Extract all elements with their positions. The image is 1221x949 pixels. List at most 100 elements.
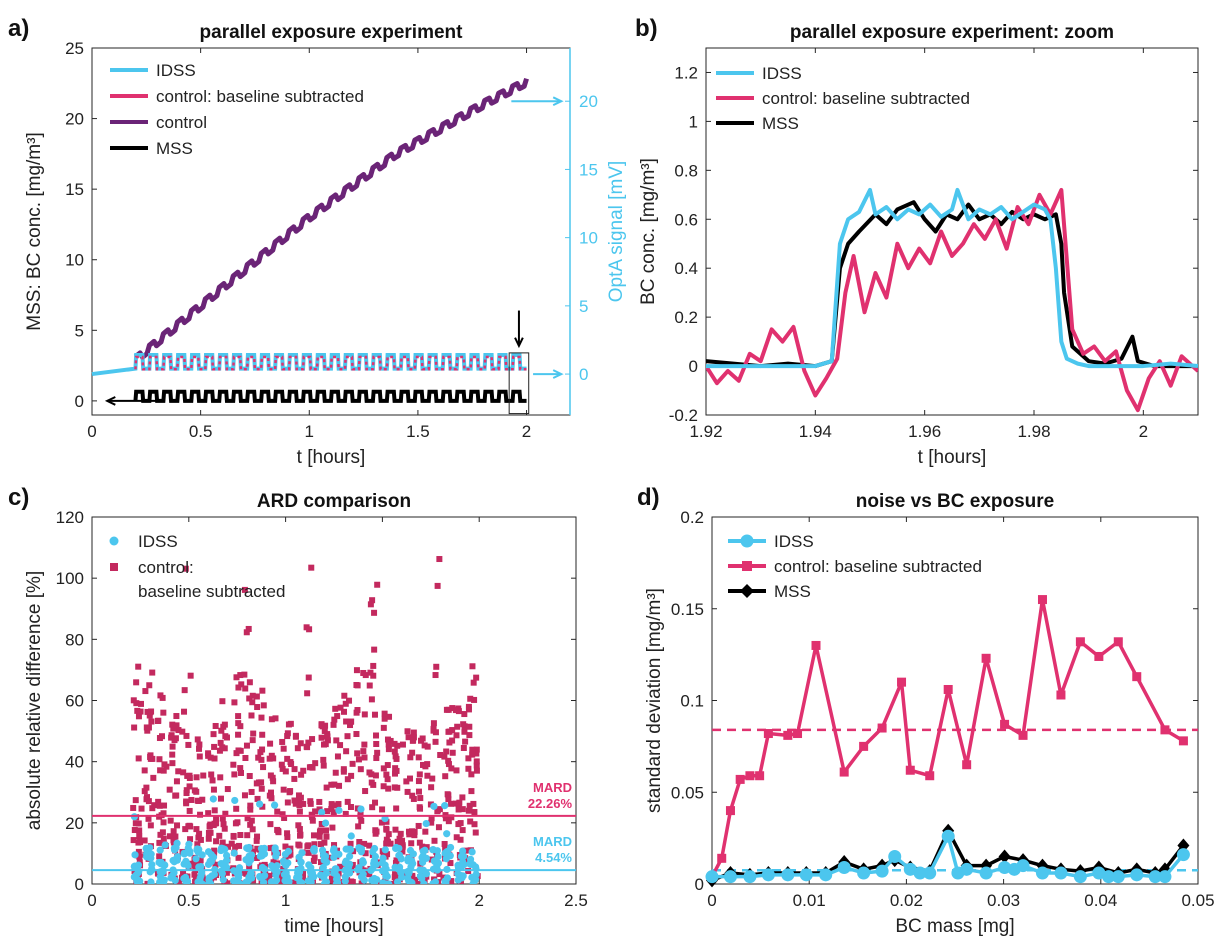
x-tick-label: 1.92 xyxy=(689,422,722,441)
control-marker xyxy=(211,847,218,854)
control-marker xyxy=(135,848,142,855)
control-marker xyxy=(374,749,381,756)
control-marker xyxy=(353,731,360,738)
control-marker xyxy=(340,766,347,773)
control-marker xyxy=(470,800,477,807)
control-marker xyxy=(146,712,153,719)
idss-marker xyxy=(195,863,203,871)
control-marker xyxy=(465,703,472,710)
idss-marker xyxy=(283,879,291,884)
idss-marker xyxy=(335,806,343,815)
control-marker xyxy=(284,733,291,740)
idss-marker xyxy=(419,852,427,860)
control-marker xyxy=(258,714,265,721)
control-marker xyxy=(249,737,256,744)
control-marker xyxy=(416,839,423,846)
control-marker xyxy=(248,788,255,795)
control-marker xyxy=(169,743,176,750)
control-marker xyxy=(246,695,253,702)
control-marker xyxy=(459,794,466,801)
control-marker xyxy=(469,751,476,758)
control-marker xyxy=(415,754,422,761)
idss-marker xyxy=(406,846,415,855)
control-marker xyxy=(406,831,413,838)
control-marker xyxy=(410,729,417,736)
control-marker xyxy=(449,705,456,712)
idss-marker xyxy=(318,846,327,854)
idss-marker xyxy=(418,874,426,883)
x-tick-label: 0.02 xyxy=(890,891,923,910)
y-tick-label: 20 xyxy=(65,814,84,833)
control-marker xyxy=(275,829,282,836)
control-marker xyxy=(196,745,203,752)
control-marker xyxy=(320,762,327,769)
control-marker xyxy=(242,754,249,761)
control-marker xyxy=(317,841,324,848)
point-marker xyxy=(1016,859,1030,873)
y-tick-label: 120 xyxy=(56,508,84,527)
control-marker xyxy=(357,766,364,773)
control-marker xyxy=(354,750,361,757)
control-marker xyxy=(445,757,452,764)
y-tick-label: 80 xyxy=(65,630,84,649)
control-marker xyxy=(235,720,242,727)
control-marker xyxy=(241,586,248,593)
y-tick-label: 0.8 xyxy=(674,161,698,180)
idss-marker xyxy=(332,865,340,873)
control-marker xyxy=(472,829,479,836)
point-marker xyxy=(761,868,775,882)
control-marker xyxy=(268,795,275,802)
point-marker xyxy=(925,771,935,781)
control-marker xyxy=(291,797,298,804)
control-marker xyxy=(323,827,330,834)
control-marker xyxy=(267,740,274,747)
control-marker xyxy=(308,564,315,571)
control-marker xyxy=(200,772,207,779)
control-marker xyxy=(253,780,260,787)
legend-marker xyxy=(109,536,119,546)
control-marker xyxy=(250,730,257,737)
control-marker xyxy=(172,833,179,840)
control-marker xyxy=(310,857,317,864)
control-marker xyxy=(161,761,168,768)
control-marker xyxy=(208,771,215,778)
point-marker xyxy=(1075,637,1085,647)
control-marker xyxy=(279,811,286,818)
idss-marker xyxy=(242,856,250,864)
control-marker xyxy=(448,800,455,807)
point-marker xyxy=(781,868,795,882)
control-marker xyxy=(279,765,286,772)
control-marker xyxy=(346,697,353,704)
control-marker xyxy=(321,839,328,846)
control-marker xyxy=(347,722,354,729)
control-marker xyxy=(212,861,219,868)
control-marker xyxy=(280,786,287,793)
series-line xyxy=(706,187,1198,369)
point-marker xyxy=(1148,870,1162,884)
x-tick-label: 2 xyxy=(1139,422,1148,441)
control-marker xyxy=(373,755,380,762)
x-tick-label: 2.5 xyxy=(564,891,588,910)
control-marker xyxy=(462,738,469,745)
control-marker xyxy=(430,720,437,727)
idss-marker xyxy=(381,846,389,854)
control-marker xyxy=(318,820,325,827)
control-marker xyxy=(193,826,200,833)
idss-marker xyxy=(193,846,201,854)
control-marker xyxy=(473,674,480,681)
control-marker xyxy=(456,799,463,806)
scatter-points xyxy=(130,556,481,884)
control-marker xyxy=(361,711,368,718)
control-marker xyxy=(469,746,476,753)
control-marker xyxy=(258,779,265,786)
y2-tick-label: 20 xyxy=(579,92,598,111)
x-tick-label: 1 xyxy=(281,891,290,910)
control-marker xyxy=(394,872,401,879)
control-marker xyxy=(403,778,410,785)
control-marker xyxy=(284,830,291,837)
control-marker xyxy=(233,805,240,812)
control-marker xyxy=(249,692,256,699)
control-marker xyxy=(159,829,166,836)
idss-marker xyxy=(441,802,449,810)
